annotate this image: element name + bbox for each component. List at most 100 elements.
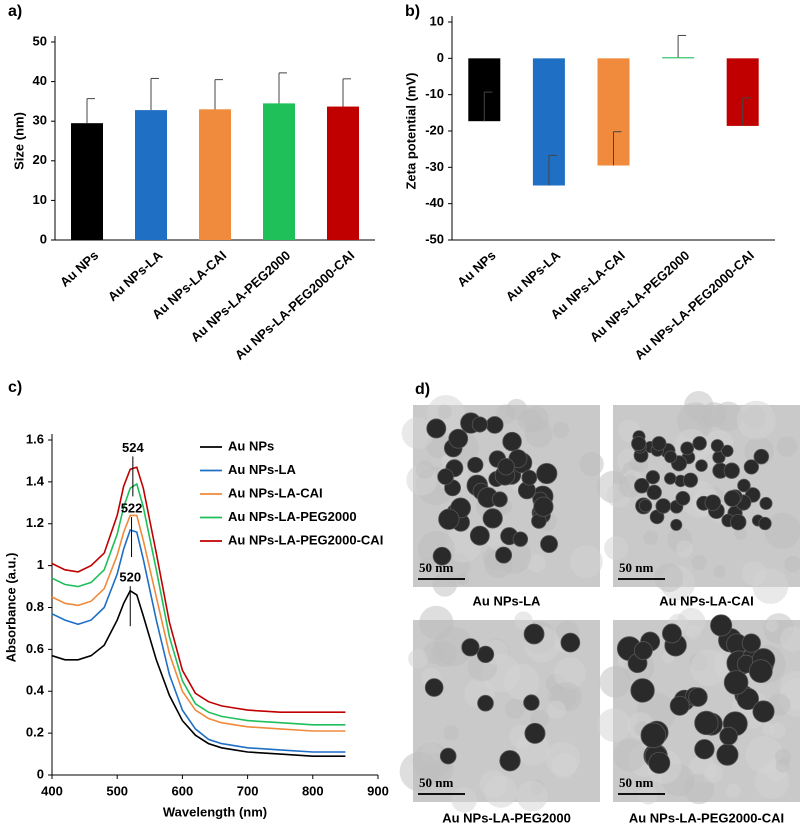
texture xyxy=(599,666,631,698)
texture xyxy=(604,536,629,561)
texture xyxy=(484,775,518,808)
particle xyxy=(482,508,503,529)
peak-label: 520 xyxy=(119,570,141,585)
particle xyxy=(633,641,653,660)
error-bar xyxy=(150,77,159,111)
texture xyxy=(726,783,741,799)
y-tick-label: 50 xyxy=(33,33,47,48)
y-tick-label: 1.4 xyxy=(26,473,45,488)
y-tick-label: -40 xyxy=(425,195,444,210)
error-bar xyxy=(742,97,751,126)
line-series xyxy=(51,514,346,732)
line-series xyxy=(51,466,346,713)
particle xyxy=(439,747,457,765)
texture xyxy=(401,417,434,450)
particle xyxy=(664,472,677,485)
particle xyxy=(469,525,490,546)
y-tick-label: 0.6 xyxy=(26,641,44,656)
panel-label: a) xyxy=(8,3,22,20)
y-tick-label: 10 xyxy=(430,13,444,28)
error-bar xyxy=(342,78,351,107)
particle xyxy=(655,498,671,514)
panel-label: d) xyxy=(415,381,430,398)
particle xyxy=(694,739,715,760)
texture xyxy=(408,648,428,669)
texture xyxy=(516,780,548,812)
particle xyxy=(721,444,734,458)
image-caption: Au NPs-LA-PEG2000 xyxy=(442,810,571,825)
x-tick-label: 500 xyxy=(106,783,128,798)
particle xyxy=(710,439,725,453)
tem-image: 50 nm xyxy=(401,394,604,597)
particle xyxy=(758,516,772,531)
legend-label: Au NPs-LA-CAI xyxy=(228,485,323,500)
particle xyxy=(752,700,775,723)
image-caption: Au NPs-LA-PEG2000-CAI xyxy=(629,810,784,825)
particle xyxy=(476,645,495,664)
particle xyxy=(497,458,515,476)
texture xyxy=(443,725,459,741)
y-tick-label: 0.8 xyxy=(26,599,44,614)
particle xyxy=(502,431,522,452)
particle xyxy=(741,633,761,653)
particle xyxy=(485,416,504,434)
y-tick-label: -10 xyxy=(425,86,444,101)
particle xyxy=(716,743,739,766)
particle xyxy=(669,695,690,716)
x-tick-label: 700 xyxy=(237,783,259,798)
tem-image: 50 nm xyxy=(596,390,800,604)
legend-label: Au NPs xyxy=(228,438,274,453)
scale-bar-label: 50 nm xyxy=(419,560,453,575)
y-tick-label: -20 xyxy=(425,122,444,137)
image-caption: Au NPs-LA-CAI xyxy=(659,593,754,608)
scale-bar-label: 50 nm xyxy=(419,775,453,790)
y-tick-label: 10 xyxy=(33,192,47,207)
particle xyxy=(467,456,484,474)
particle xyxy=(521,469,538,486)
error-bar xyxy=(677,34,687,58)
texture xyxy=(419,605,454,640)
bar xyxy=(71,123,103,240)
texture xyxy=(691,555,707,571)
texture xyxy=(504,698,525,719)
particle xyxy=(426,418,447,439)
peak-label: 524 xyxy=(122,440,144,455)
texture xyxy=(776,436,798,457)
line-series xyxy=(51,589,346,757)
error-bar xyxy=(548,154,557,186)
y-axis-title: Absorbance (a.u.) xyxy=(3,553,18,663)
texture xyxy=(643,530,659,545)
particle xyxy=(692,436,707,451)
texture xyxy=(579,452,604,477)
error-bar xyxy=(483,91,493,122)
particle xyxy=(560,632,581,653)
texture xyxy=(775,749,792,766)
bar xyxy=(662,57,695,59)
y-tick-label: 30 xyxy=(33,113,47,128)
texture xyxy=(547,700,566,720)
particle xyxy=(424,678,444,697)
legend-label: Au NPs-LA-PEG2000-CAI xyxy=(228,532,383,547)
texture xyxy=(514,611,533,630)
particle xyxy=(634,478,650,494)
particle xyxy=(710,614,733,637)
texture xyxy=(765,619,779,633)
y-tick-label: -50 xyxy=(425,231,444,246)
particle xyxy=(737,478,751,493)
bar xyxy=(135,110,167,240)
y-axis-title: Size (nm) xyxy=(11,112,26,170)
particle xyxy=(645,470,660,485)
x-tick-label: 600 xyxy=(172,783,194,798)
y-tick-label: 0 xyxy=(37,766,44,781)
particle xyxy=(638,499,653,513)
particle xyxy=(499,750,521,772)
particle xyxy=(723,490,741,507)
particle xyxy=(694,710,719,736)
texture xyxy=(752,568,789,604)
texture xyxy=(569,545,603,579)
x-tick-label: 800 xyxy=(302,783,324,798)
particle xyxy=(438,508,460,530)
particle xyxy=(664,450,677,464)
particle xyxy=(719,726,738,746)
particle xyxy=(512,531,529,547)
